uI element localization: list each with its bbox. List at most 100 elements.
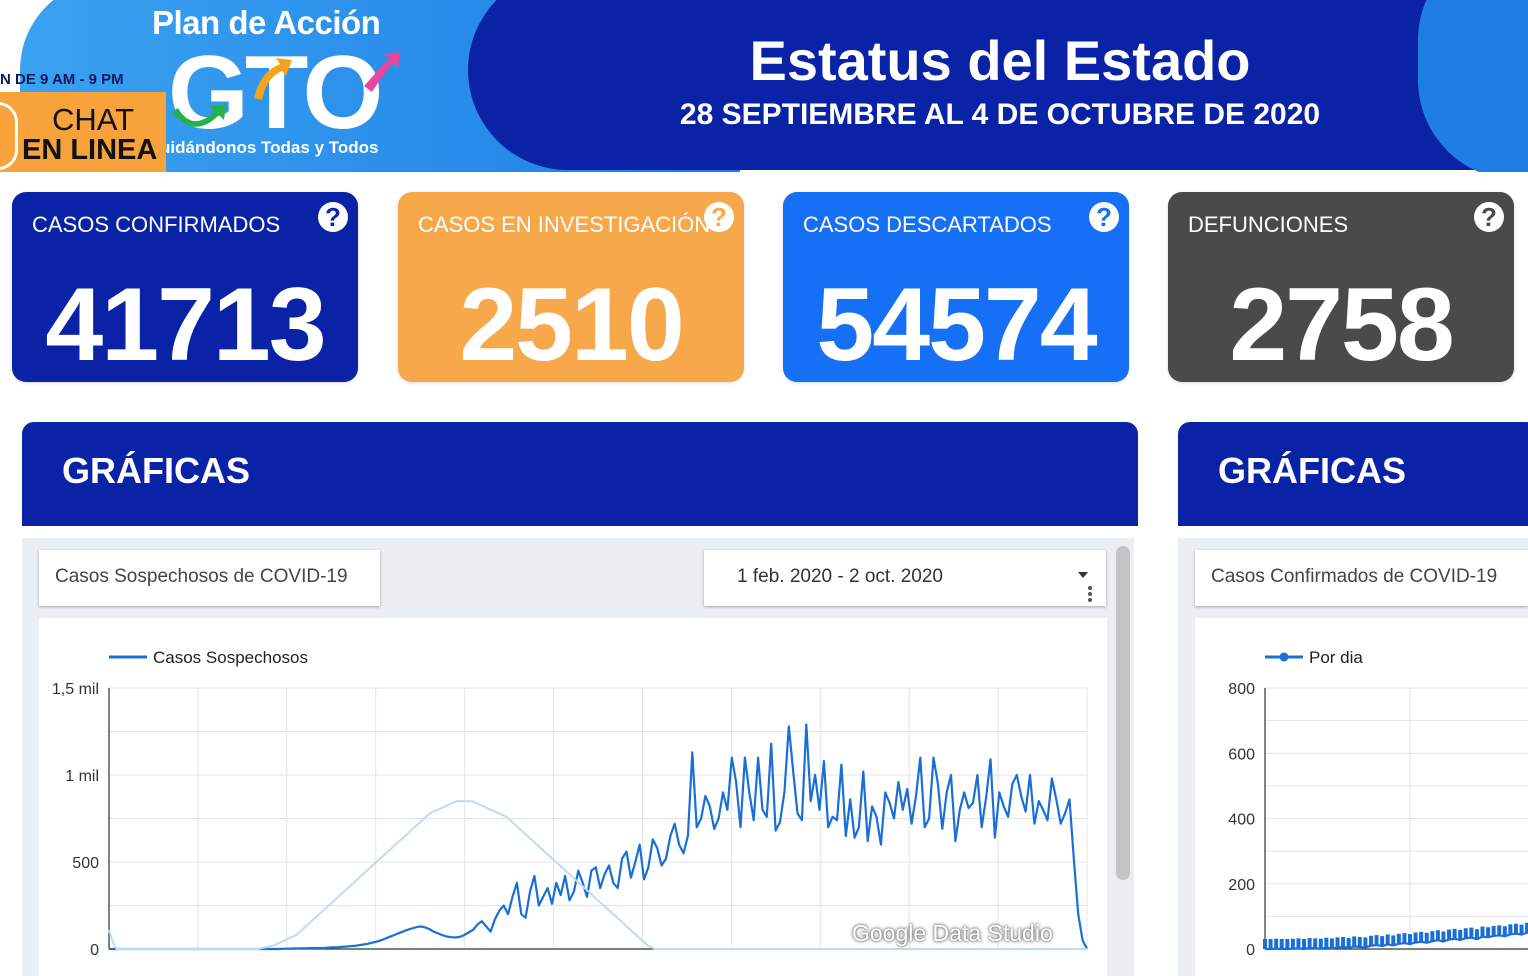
y-tick-label: 600 <box>1228 746 1255 763</box>
y-tick-label: 1 mil <box>65 768 99 785</box>
data-point <box>1313 938 1317 948</box>
page-title: Estatus del Estado <box>600 28 1400 93</box>
card-label: CASOS DESCARTADOS <box>803 212 1052 238</box>
data-point <box>1263 939 1267 949</box>
panel-header-right: GRÁFICAS <box>1178 422 1528 526</box>
legend-marker <box>1280 653 1289 662</box>
y-tick-label: 800 <box>1228 681 1255 698</box>
data-point <box>1508 924 1512 934</box>
series-line <box>109 725 1087 950</box>
data-point <box>1285 939 1289 949</box>
chart-title-chip: Casos Confirmados de COVID-19 <box>1195 550 1528 606</box>
data-point <box>1447 930 1451 940</box>
card-investigation-cases: CASOS EN INVESTIGACIÓN ? 2510 <box>398 192 744 382</box>
data-point <box>1386 934 1390 944</box>
data-point <box>1380 936 1384 946</box>
data-point <box>1308 938 1312 948</box>
data-point <box>1375 935 1379 945</box>
confirmed-cases-chart-card: 0 200 400 600 800 Por dia <box>1195 618 1528 976</box>
legend-label: Por dia <box>1309 648 1363 667</box>
legend-label: Casos Sospechosos <box>153 648 308 667</box>
header-banner: Plan de Acción GTO uidándonos Todas y To… <box>0 0 1528 172</box>
logo-tagline: uidándonos Todas y Todos <box>160 138 378 158</box>
data-point <box>1430 931 1434 941</box>
card-confirmed-cases: CASOS CONFIRMADOS ? 41713 <box>12 192 358 382</box>
chat-online-button[interactable]: CHAT EN LINEA <box>0 92 166 172</box>
y-tick-label: 0 <box>1246 942 1255 959</box>
card-value: 2510 <box>398 270 744 380</box>
data-point <box>1347 938 1351 948</box>
y-tick-label: 1,5 mil <box>52 681 99 698</box>
data-point <box>1458 930 1462 940</box>
date-range-text: 1 feb. 2020 - 2 oct. 2020 <box>737 566 943 588</box>
data-point <box>1291 939 1295 949</box>
confirmed-cases-chart: 0 200 400 600 800 Por dia <box>1195 618 1528 976</box>
card-value: 54574 <box>783 270 1129 380</box>
chevron-down-icon <box>1078 572 1088 578</box>
chat-label-line1: CHAT <box>52 102 134 138</box>
help-icon[interactable]: ? <box>704 202 734 232</box>
card-value: 41713 <box>12 270 358 380</box>
scrollbar[interactable] <box>1112 538 1134 976</box>
logo-plan-text: Plan de Acción <box>152 4 380 42</box>
data-point <box>1453 929 1457 939</box>
data-point <box>1425 933 1429 943</box>
data-point <box>1441 931 1445 941</box>
data-point <box>1336 937 1340 947</box>
help-icon[interactable]: ? <box>1474 202 1504 232</box>
data-point <box>1269 939 1273 949</box>
help-icon[interactable]: ? <box>1089 202 1119 232</box>
data-point <box>1481 927 1485 937</box>
data-point <box>1274 939 1278 949</box>
data-point <box>1302 939 1306 949</box>
card-label: CASOS CONFIRMADOS <box>32 212 280 238</box>
data-point <box>1486 927 1490 937</box>
panel-title: GRÁFICAS <box>62 450 250 492</box>
scrollbar-thumb[interactable] <box>1116 546 1130 880</box>
gto-logo: GTO <box>168 46 408 142</box>
data-point <box>1352 936 1356 946</box>
card-discarded-cases: CASOS DESCARTADOS ? 54574 <box>783 192 1129 382</box>
data-point <box>1330 938 1334 948</box>
data-point <box>1520 925 1524 935</box>
card-label: CASOS EN INVESTIGACIÓN <box>418 212 710 238</box>
data-point <box>1280 939 1284 949</box>
data-point <box>1369 936 1373 946</box>
data-point <box>1358 937 1362 947</box>
panel-header-left: GRÁFICAS <box>22 422 1138 526</box>
google-data-studio-watermark: Google Data Studio <box>852 920 1053 947</box>
card-deaths: DEFUNCIONES ? 2758 <box>1168 192 1514 382</box>
data-point <box>1363 937 1367 947</box>
data-point <box>1402 933 1406 943</box>
date-range-selector[interactable]: 1 feb. 2020 - 2 oct. 2020 <box>704 550 1106 606</box>
data-point <box>1397 934 1401 944</box>
y-tick-label: 500 <box>72 855 99 872</box>
data-point <box>1391 935 1395 945</box>
data-point <box>1296 938 1300 948</box>
y-tick-label: 0 <box>90 942 99 959</box>
y-tick-label: 400 <box>1228 812 1255 829</box>
gto-logo-text: GTO <box>168 46 380 142</box>
data-point <box>1497 925 1501 935</box>
data-point <box>1436 930 1440 940</box>
data-point <box>1408 934 1412 944</box>
data-point <box>1492 926 1496 936</box>
data-point <box>1324 938 1328 948</box>
chat-bubble-icon <box>0 102 18 170</box>
data-point <box>1414 932 1418 942</box>
data-point <box>1319 939 1323 949</box>
data-point <box>1503 926 1507 936</box>
chart-title-chip: Casos Sospechosos de COVID-19 <box>39 550 380 606</box>
data-point <box>1341 937 1345 947</box>
more-options-icon[interactable] <box>1088 586 1092 604</box>
chat-label-line2: EN LINEA <box>22 134 157 167</box>
data-point <box>1464 928 1468 938</box>
data-point <box>1475 929 1479 939</box>
page-subtitle: 28 SEPTIEMBRE AL 4 DE OCTUBRE DE 2020 <box>600 98 1400 132</box>
help-icon[interactable]: ? <box>318 202 348 232</box>
chat-hours: N DE 9 AM - 9 PM <box>0 71 124 88</box>
data-point <box>1419 932 1423 942</box>
card-label: DEFUNCIONES <box>1188 212 1348 238</box>
data-point <box>1469 928 1473 938</box>
panel-title: GRÁFICAS <box>1218 450 1406 492</box>
